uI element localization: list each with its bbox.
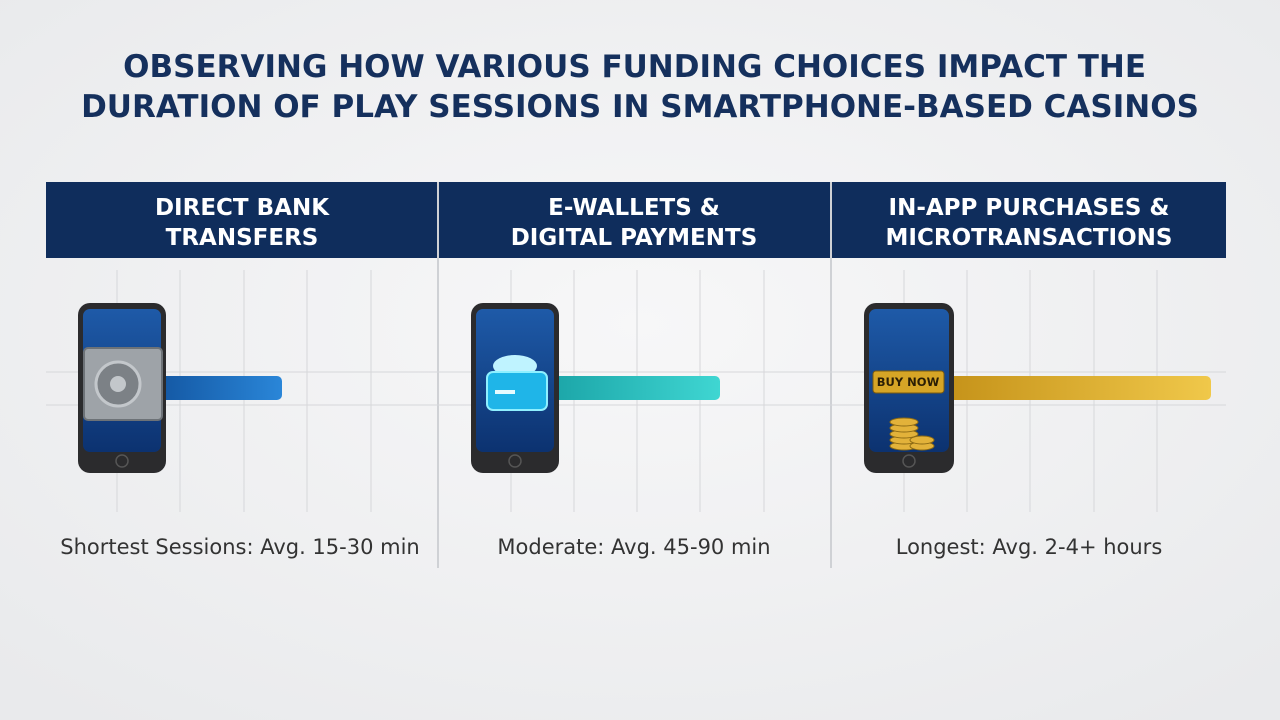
- session-bar: [545, 376, 720, 400]
- phone: BUY NOW: [864, 303, 954, 473]
- title-line: DURATION OF PLAY SESSIONS IN SMARTPHONE-…: [81, 89, 1199, 125]
- caption: Longest: Avg. 2-4+ hours: [896, 535, 1163, 559]
- session-bar: [940, 376, 1211, 400]
- text-line: E-WALLETS &: [548, 195, 720, 221]
- buy-button-label: BUY NOW: [877, 375, 940, 389]
- wallet-icon: [486, 371, 548, 411]
- column-header: IN-APP PURCHASES & MICROTRANSACTIONS: [886, 195, 1173, 251]
- title-line: OBSERVING HOW VARIOUS FUNDING CHOICES IM…: [123, 49, 1146, 85]
- text-line: IN-APP PURCHASES &: [889, 195, 1170, 221]
- caption: Moderate: Avg. 45-90 min: [497, 535, 770, 559]
- phone: [471, 303, 559, 473]
- coins-icon: [889, 417, 935, 451]
- phone: [78, 303, 166, 473]
- buy-button: [872, 370, 945, 394]
- text-line: MICROTRANSACTIONS: [886, 225, 1173, 251]
- text-line: DIRECT BANK: [155, 195, 330, 221]
- header-band: [46, 182, 1226, 258]
- text-line: DIGITAL PAYMENTS: [511, 225, 758, 251]
- title: OBSERVING HOW VARIOUS FUNDING CHOICES IM…: [81, 49, 1199, 125]
- column-header: E-WALLETS & DIGITAL PAYMENTS: [511, 195, 758, 251]
- text-line: TRANSFERS: [166, 225, 319, 251]
- session-bar: [150, 376, 282, 400]
- caption: Shortest Sessions: Avg. 15-30 min: [60, 535, 419, 559]
- column-header: DIRECT BANK TRANSFERS: [155, 195, 330, 251]
